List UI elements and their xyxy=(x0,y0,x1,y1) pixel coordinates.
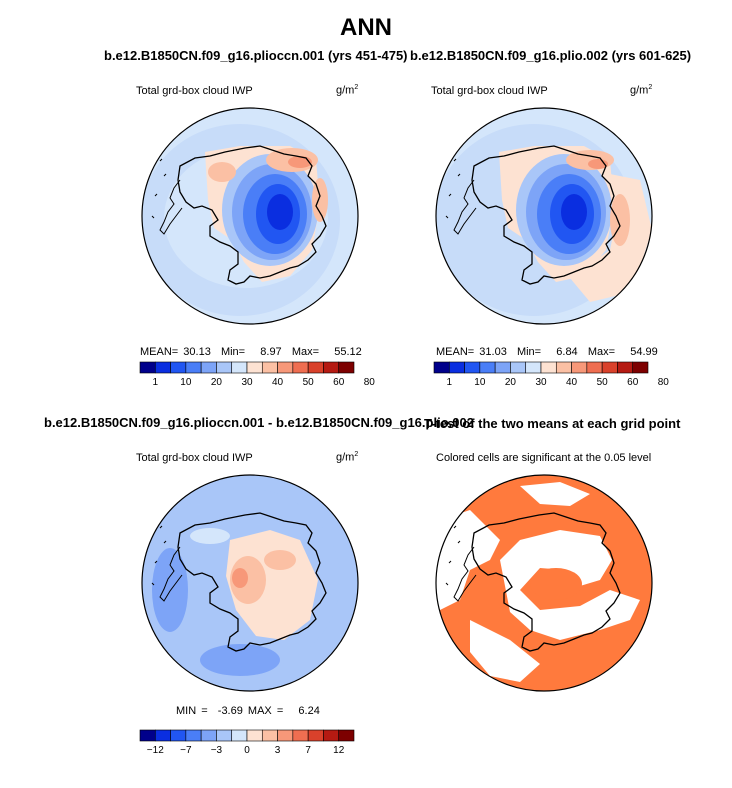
colorbar-tick-label: 1 xyxy=(447,377,453,388)
colorbar-swatch xyxy=(338,729,355,742)
colorbar-swatch xyxy=(200,729,217,742)
colorbar-swatch xyxy=(555,361,572,374)
colorbar-swatch xyxy=(277,361,294,374)
colorbar-tick-label: 60 xyxy=(627,377,639,388)
colorbar-swatch xyxy=(216,729,233,742)
colorbar-swatch xyxy=(261,729,278,742)
colorbar-tick-label: 30 xyxy=(535,377,547,388)
colorbar-swatch xyxy=(185,729,202,742)
colorbar-swatch xyxy=(617,361,634,374)
panel-1-stats: MEAN= 30.13 Min= 8.97 Max= 55.12 xyxy=(140,346,362,358)
colorbar-tick-label: −7 xyxy=(180,745,192,756)
panel-3-title: b.e12.B1850CN.f09_g16.plioccn.001 - b.e1… xyxy=(44,415,474,430)
colorbar-tick-label: 3 xyxy=(275,745,281,756)
colorbar-tick-label: 10 xyxy=(474,377,486,388)
panel-4-map-frame xyxy=(435,474,653,692)
colorbar-swatch xyxy=(292,729,309,742)
colorbar-swatch xyxy=(231,729,248,742)
colorbar-swatch xyxy=(448,361,465,374)
colorbar-tick-label: 80 xyxy=(364,377,376,388)
panel-3-map xyxy=(142,475,358,691)
colorbar-tick-label: 20 xyxy=(211,377,223,388)
colorbar-swatch xyxy=(323,729,340,742)
colorbar-swatch xyxy=(170,729,187,742)
colorbar-tick-label: 12 xyxy=(333,745,345,756)
colorbar-swatch xyxy=(433,361,450,374)
colorbar-tick-label: 60 xyxy=(333,377,345,388)
panel-1-title: b.e12.B1850CN.f09_g16.plioccn.001 (yrs 4… xyxy=(104,48,408,63)
colorbar-swatch xyxy=(246,729,263,742)
colorbar-tick-label: −3 xyxy=(211,745,223,756)
colorbar-tick-label: 50 xyxy=(303,377,315,388)
colorbar-swatch xyxy=(246,361,263,374)
colorbar-swatch xyxy=(292,361,309,374)
colorbar-swatch xyxy=(139,729,156,742)
panel-1-units: g/m2 xyxy=(336,84,359,97)
colorbar-tick-label: 30 xyxy=(241,377,253,388)
colorbar-swatch xyxy=(510,361,527,374)
colorbar-swatch xyxy=(571,361,588,374)
colorbar-swatch xyxy=(586,361,603,374)
colorbar-swatch xyxy=(200,361,217,374)
colorbar-tick-label: 80 xyxy=(658,377,670,388)
colorbar-swatch xyxy=(307,361,324,374)
panel-2-units: g/m2 xyxy=(630,84,653,97)
colorbar-swatch xyxy=(170,361,187,374)
panel-1-variable: Total grd-box cloud IWP xyxy=(136,85,253,97)
panel-2-title: b.e12.B1850CN.f09_g16.plio.002 (yrs 601-… xyxy=(410,48,692,63)
panel-3-colorbar: −12 −7 −3 0 3 7 12 xyxy=(139,729,355,756)
panel-2-variable: Total grd-box cloud IWP xyxy=(431,85,548,97)
panel-2-colorbar: 1 10 20 30 40 50 60 80 xyxy=(433,361,670,388)
colorbar-swatch xyxy=(338,361,355,374)
colorbar-swatch xyxy=(154,729,171,742)
panel-3-map-frame xyxy=(141,474,359,692)
colorbar-tick-label: 10 xyxy=(180,377,192,388)
panel-3-units: g/m2 xyxy=(336,451,359,464)
panel-1-colorbar: 1 10 20 30 40 50 60 80 xyxy=(139,361,376,388)
colorbar-swatch xyxy=(185,361,202,374)
colorbar-swatch xyxy=(632,361,649,374)
colorbar-swatch xyxy=(154,361,171,374)
colorbar-tick-label: 50 xyxy=(597,377,609,388)
panel-2-stats: MEAN= 31.03 Min= 6.84 Max= 54.99 xyxy=(436,346,658,358)
panel-4-subtitle: Colored cells are significant at the 0.0… xyxy=(436,452,652,464)
colorbar-swatch xyxy=(139,361,156,374)
page-title: ANN xyxy=(340,14,392,41)
colorbar-swatch xyxy=(494,361,511,374)
colorbar-tick-label: 20 xyxy=(505,377,517,388)
panel-4-title: T-test of the two means at each grid poi… xyxy=(424,416,681,431)
panel-3-variable: Total grd-box cloud IWP xyxy=(136,452,253,464)
colorbar-tick-label: 0 xyxy=(244,745,250,756)
panel-1-map xyxy=(142,108,358,324)
colorbar-tick-label: 7 xyxy=(305,745,311,756)
colorbar-swatch xyxy=(216,361,233,374)
colorbar-swatch xyxy=(525,361,542,374)
panel-1-map-frame xyxy=(141,107,359,325)
colorbar-swatch xyxy=(464,361,481,374)
panel-2-map-frame xyxy=(435,107,653,325)
colorbar-tick-label: 40 xyxy=(272,377,284,388)
colorbar-swatch xyxy=(601,361,618,374)
colorbar-swatch xyxy=(231,361,248,374)
panel-3-stats: MIN = -3.69 MAX = 6.24 xyxy=(176,705,320,717)
colorbar-swatch xyxy=(479,361,496,374)
colorbar-tick-label: 1 xyxy=(153,377,159,388)
colorbar-swatch xyxy=(261,361,278,374)
colorbar-swatch xyxy=(277,729,294,742)
panel-4-map xyxy=(436,475,652,691)
colorbar-swatch xyxy=(540,361,557,374)
colorbar-swatch xyxy=(307,729,324,742)
colorbar-tick-label: 40 xyxy=(566,377,578,388)
colorbar-tick-label: −12 xyxy=(147,745,164,756)
colorbar-swatch xyxy=(323,361,340,374)
panel-2-map xyxy=(436,108,652,324)
